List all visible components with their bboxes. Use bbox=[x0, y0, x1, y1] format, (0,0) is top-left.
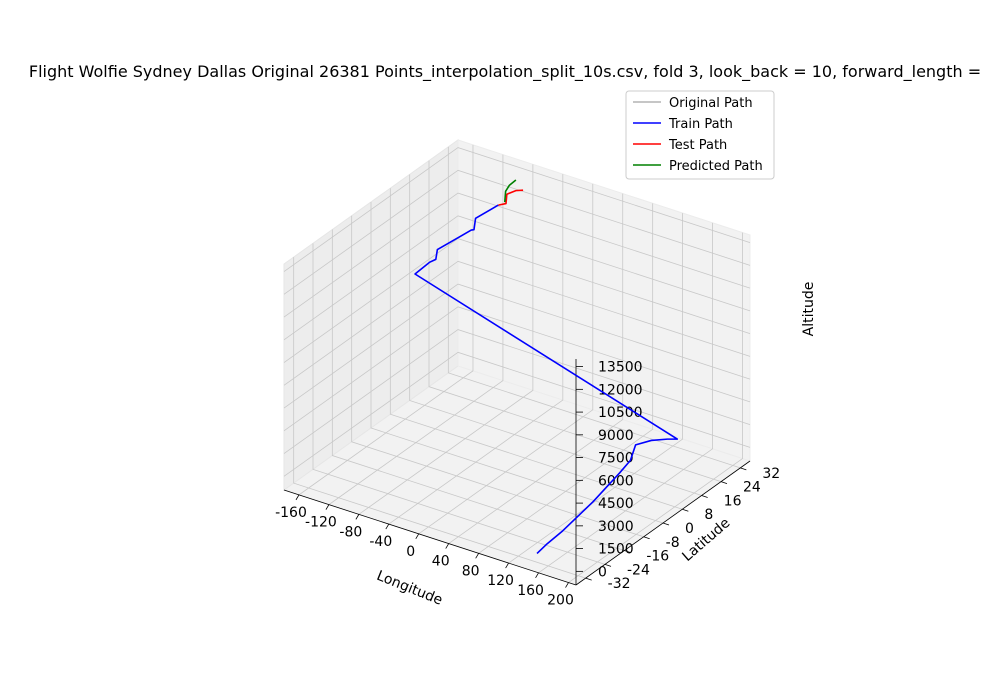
y-tick bbox=[662, 522, 670, 526]
x-tick-label: 0 bbox=[406, 544, 415, 560]
grid-line-z bbox=[283, 147, 751, 272]
x-tick-label: 200 bbox=[547, 593, 574, 609]
z-tick-label: 4500 bbox=[598, 496, 634, 512]
y-tick bbox=[643, 536, 650, 540]
grid-line-y bbox=[389, 188, 683, 510]
grid-line-y bbox=[447, 146, 741, 469]
x-tick-label: -120 bbox=[305, 515, 337, 531]
x-tick bbox=[415, 533, 420, 540]
z-tick-label: 3000 bbox=[598, 519, 634, 535]
grid-line-x bbox=[418, 183, 594, 535]
series-line-predicted-path bbox=[503, 179, 517, 203]
z-tick-label: 12000 bbox=[598, 382, 643, 398]
y-tick-label: -8 bbox=[666, 535, 680, 551]
grid-line-z bbox=[283, 283, 751, 409]
chart-title: Flight Wolfie Sydney Dallas Original 263… bbox=[29, 62, 981, 82]
z-tick-label: 9000 bbox=[598, 428, 634, 444]
z-tick-label: 6000 bbox=[598, 473, 634, 489]
x-tick bbox=[355, 514, 360, 520]
x-tick bbox=[445, 543, 450, 549]
y-tick bbox=[682, 508, 689, 512]
z-tick-label: 0 bbox=[598, 564, 607, 580]
grid-line-x bbox=[568, 232, 743, 583]
y-tick bbox=[740, 467, 747, 471]
z-tick-label: 13500 bbox=[598, 360, 643, 376]
legend-frame bbox=[625, 90, 775, 180]
axis-panes bbox=[282, 139, 752, 586]
y-tick-label: 16 bbox=[724, 493, 742, 509]
x-tick bbox=[535, 572, 539, 579]
series-line-test-path bbox=[498, 189, 524, 206]
y-tick bbox=[701, 495, 708, 498]
y-tick bbox=[624, 550, 631, 553]
grid-line-x bbox=[448, 193, 624, 544]
legend-label: Original Path bbox=[669, 96, 753, 111]
grid-line-z bbox=[283, 351, 751, 477]
x-tick bbox=[385, 523, 390, 530]
grid-line-x bbox=[298, 144, 474, 496]
x-tick-label: -80 bbox=[339, 524, 362, 540]
x-tick-label: 160 bbox=[517, 583, 544, 599]
z-tick-label: 1500 bbox=[598, 542, 634, 558]
grid-line-y bbox=[409, 174, 702, 496]
y-tick-label: 24 bbox=[743, 480, 761, 496]
data-series bbox=[414, 179, 679, 555]
x-tick-label: 80 bbox=[462, 563, 480, 579]
grid-line-z bbox=[283, 260, 751, 386]
x-tick-label: 120 bbox=[487, 573, 514, 589]
y-tick bbox=[720, 481, 728, 485]
x-tick bbox=[475, 553, 480, 559]
series-line-train-path bbox=[414, 204, 679, 554]
legend-label: Train Path bbox=[668, 117, 733, 132]
x-tick bbox=[565, 582, 569, 588]
y-tick-label: 0 bbox=[685, 521, 694, 537]
x-tick bbox=[505, 562, 509, 569]
z-axis-label: Altitude bbox=[801, 282, 817, 337]
grid-line-z bbox=[283, 306, 751, 432]
tick-marks: -160-120-80-4004080120160200-32-24-16-80… bbox=[275, 359, 780, 609]
y-tick-label: 8 bbox=[704, 507, 713, 523]
grid-lines bbox=[283, 144, 751, 583]
y-tick bbox=[604, 563, 612, 567]
grid-line-x bbox=[538, 222, 713, 574]
y-tick-label: -32 bbox=[608, 576, 631, 592]
x-axis-label: Longitude bbox=[374, 568, 445, 609]
y-tick-label: -24 bbox=[627, 562, 650, 578]
y-tick-label: 32 bbox=[762, 466, 780, 482]
grid-line-x bbox=[328, 154, 504, 505]
x-tick-label: 40 bbox=[432, 554, 450, 570]
x-axis-line bbox=[283, 489, 577, 586]
grid-line-y bbox=[293, 257, 586, 579]
grid-line-x bbox=[388, 174, 564, 525]
x-tick bbox=[295, 494, 300, 501]
grid-line-x bbox=[358, 164, 534, 515]
z-tick-label: 7500 bbox=[598, 451, 634, 467]
grid-line-y bbox=[351, 215, 644, 538]
y-tick bbox=[585, 577, 592, 581]
x-tick-label: -40 bbox=[369, 534, 392, 550]
grid-line-z bbox=[283, 192, 751, 318]
legend: Original Path Train Path Test Path Predicte… bbox=[625, 90, 775, 180]
grid-line-x bbox=[508, 213, 684, 564]
legend-label: Predicted Path bbox=[669, 159, 763, 174]
grid-line-y bbox=[370, 202, 664, 524]
grid-line-y bbox=[312, 243, 606, 565]
x-tick-label: -160 bbox=[275, 505, 307, 521]
grid-line-y bbox=[428, 160, 722, 483]
grid-line-z bbox=[283, 215, 751, 341]
grid-line-z bbox=[283, 169, 751, 295]
x-tick bbox=[325, 504, 330, 510]
grid-line-z bbox=[283, 329, 751, 454]
legend-label: Test Path bbox=[668, 138, 727, 153]
z-tick-label: 10500 bbox=[598, 405, 643, 421]
grid-line-x bbox=[478, 203, 654, 554]
y-tick-label: -16 bbox=[646, 549, 669, 565]
grid-line-y bbox=[331, 229, 625, 551]
